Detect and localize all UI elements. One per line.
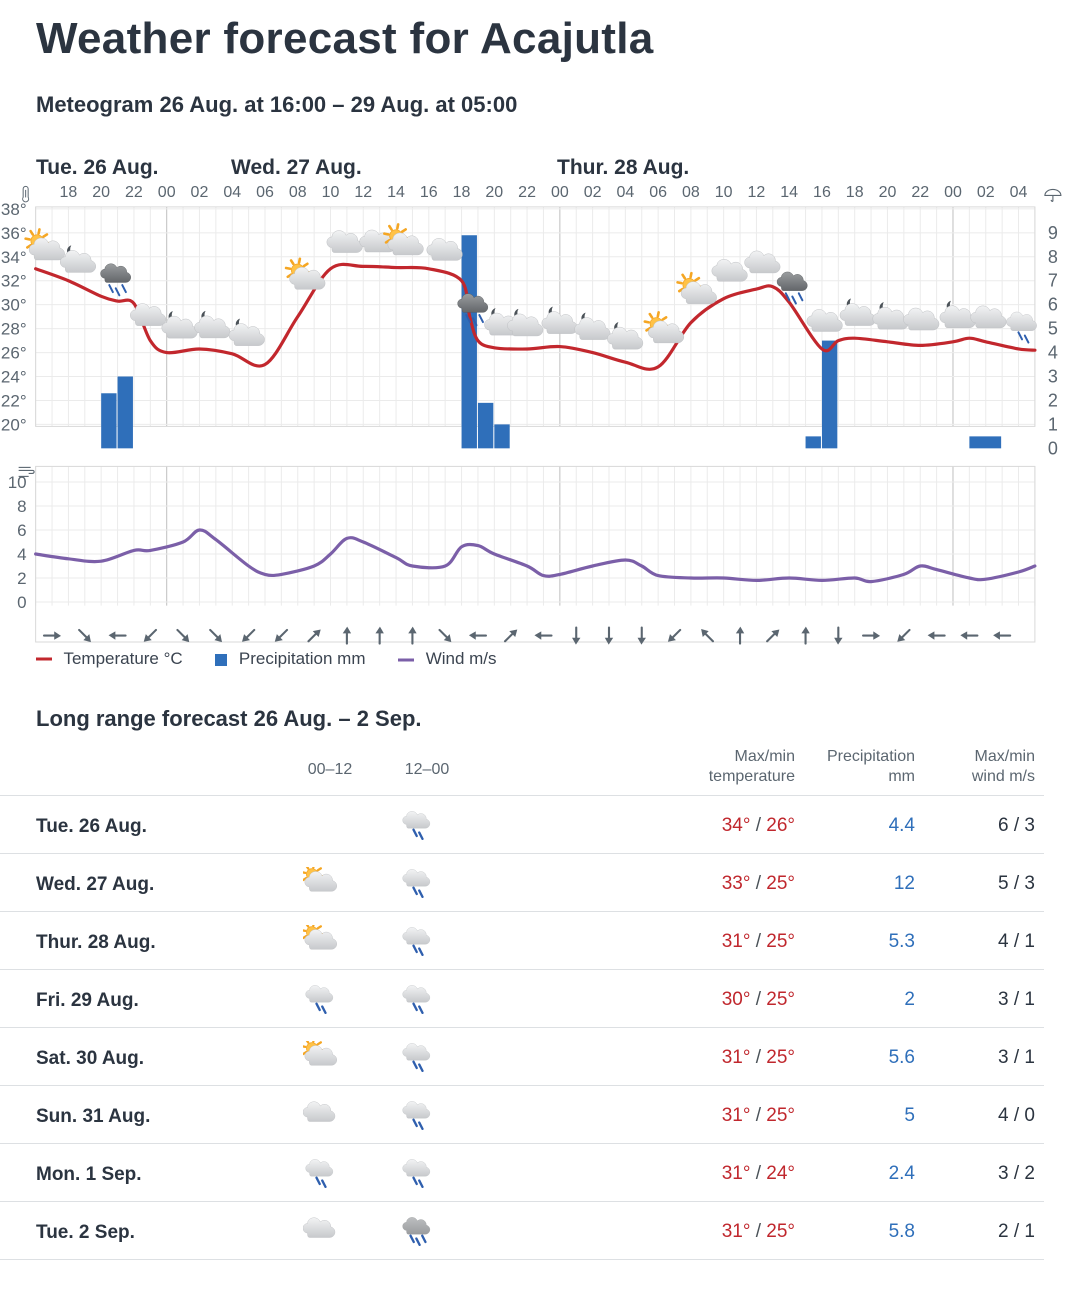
svg-text:02: 02 [584, 185, 602, 201]
svg-text:12: 12 [354, 185, 372, 201]
svg-text:06: 06 [256, 185, 274, 201]
svg-text:20: 20 [879, 185, 897, 201]
svg-text:0: 0 [17, 593, 26, 612]
svg-text:9: 9 [1048, 223, 1058, 243]
svg-text:06: 06 [649, 185, 667, 201]
svg-text:08: 08 [682, 185, 700, 201]
svg-text:8: 8 [1048, 247, 1058, 267]
svg-text:22: 22 [911, 185, 929, 201]
svg-text:22: 22 [518, 185, 536, 201]
svg-text:08: 08 [289, 185, 307, 201]
svg-text:36°: 36° [1, 224, 27, 243]
svg-text:02: 02 [191, 185, 209, 201]
svg-text:30°: 30° [1, 296, 27, 315]
svg-text:8: 8 [17, 497, 26, 516]
svg-text:4: 4 [17, 545, 26, 564]
svg-text:12: 12 [748, 185, 766, 201]
svg-text:28°: 28° [1, 320, 27, 339]
svg-text:2: 2 [1048, 390, 1058, 410]
svg-text:18: 18 [453, 185, 471, 201]
svg-text:16: 16 [813, 185, 831, 201]
svg-text:22: 22 [125, 185, 143, 201]
svg-text:4: 4 [1048, 343, 1058, 363]
svg-text:02: 02 [977, 185, 995, 201]
svg-text:34°: 34° [1, 248, 27, 267]
svg-text:00: 00 [551, 185, 569, 201]
svg-text:32°: 32° [1, 272, 27, 291]
svg-text:14: 14 [387, 185, 405, 201]
svg-text:20: 20 [92, 185, 110, 201]
svg-text:2: 2 [17, 569, 26, 588]
svg-text:3: 3 [1048, 367, 1058, 387]
svg-text:1: 1 [1048, 414, 1058, 434]
svg-text:00: 00 [944, 185, 962, 201]
svg-text:18: 18 [60, 185, 78, 201]
svg-text:10: 10 [322, 185, 340, 201]
svg-text:18: 18 [846, 185, 864, 201]
svg-text:16: 16 [420, 185, 438, 201]
svg-text:14: 14 [780, 185, 798, 201]
svg-text:38°: 38° [1, 200, 27, 219]
svg-text:20°: 20° [1, 415, 27, 434]
svg-text:04: 04 [223, 185, 241, 201]
svg-text:20: 20 [485, 185, 503, 201]
svg-text:22°: 22° [1, 391, 27, 410]
svg-text:6: 6 [1048, 295, 1058, 315]
svg-text:7: 7 [1048, 271, 1058, 291]
svg-text:26°: 26° [1, 344, 27, 363]
svg-text:10: 10 [715, 185, 733, 201]
svg-text:6: 6 [17, 521, 26, 540]
svg-text:24°: 24° [1, 368, 27, 387]
svg-text:04: 04 [616, 185, 634, 201]
svg-text:5: 5 [1048, 319, 1058, 339]
svg-text:00: 00 [158, 185, 176, 201]
svg-text:04: 04 [1010, 185, 1028, 201]
